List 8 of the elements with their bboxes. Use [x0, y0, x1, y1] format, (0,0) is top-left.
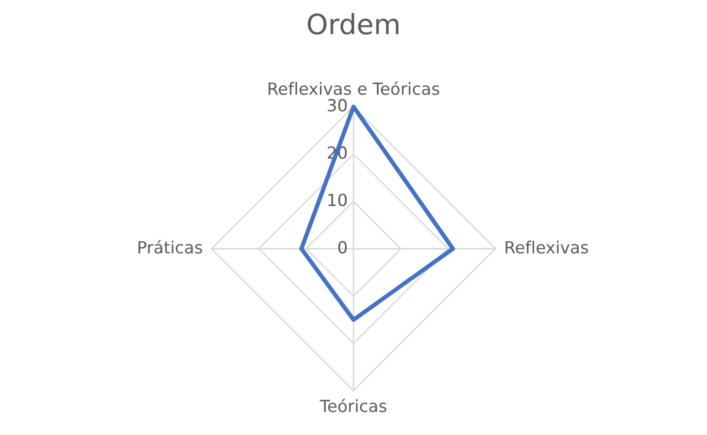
- y-tick-label: 10: [328, 194, 347, 206]
- spoke-label: Reflexivas e Teóricas: [268, 81, 440, 95]
- spoke-label: Reflexivas: [506, 240, 588, 254]
- chart-title: Ordem: [308, 13, 398, 35]
- spoke-label: Teóricas: [320, 398, 386, 412]
- y-tick-label: 30: [328, 98, 347, 112]
- y-tick-label: 0: [338, 240, 347, 254]
- spoke-label: Práticas: [138, 240, 202, 254]
